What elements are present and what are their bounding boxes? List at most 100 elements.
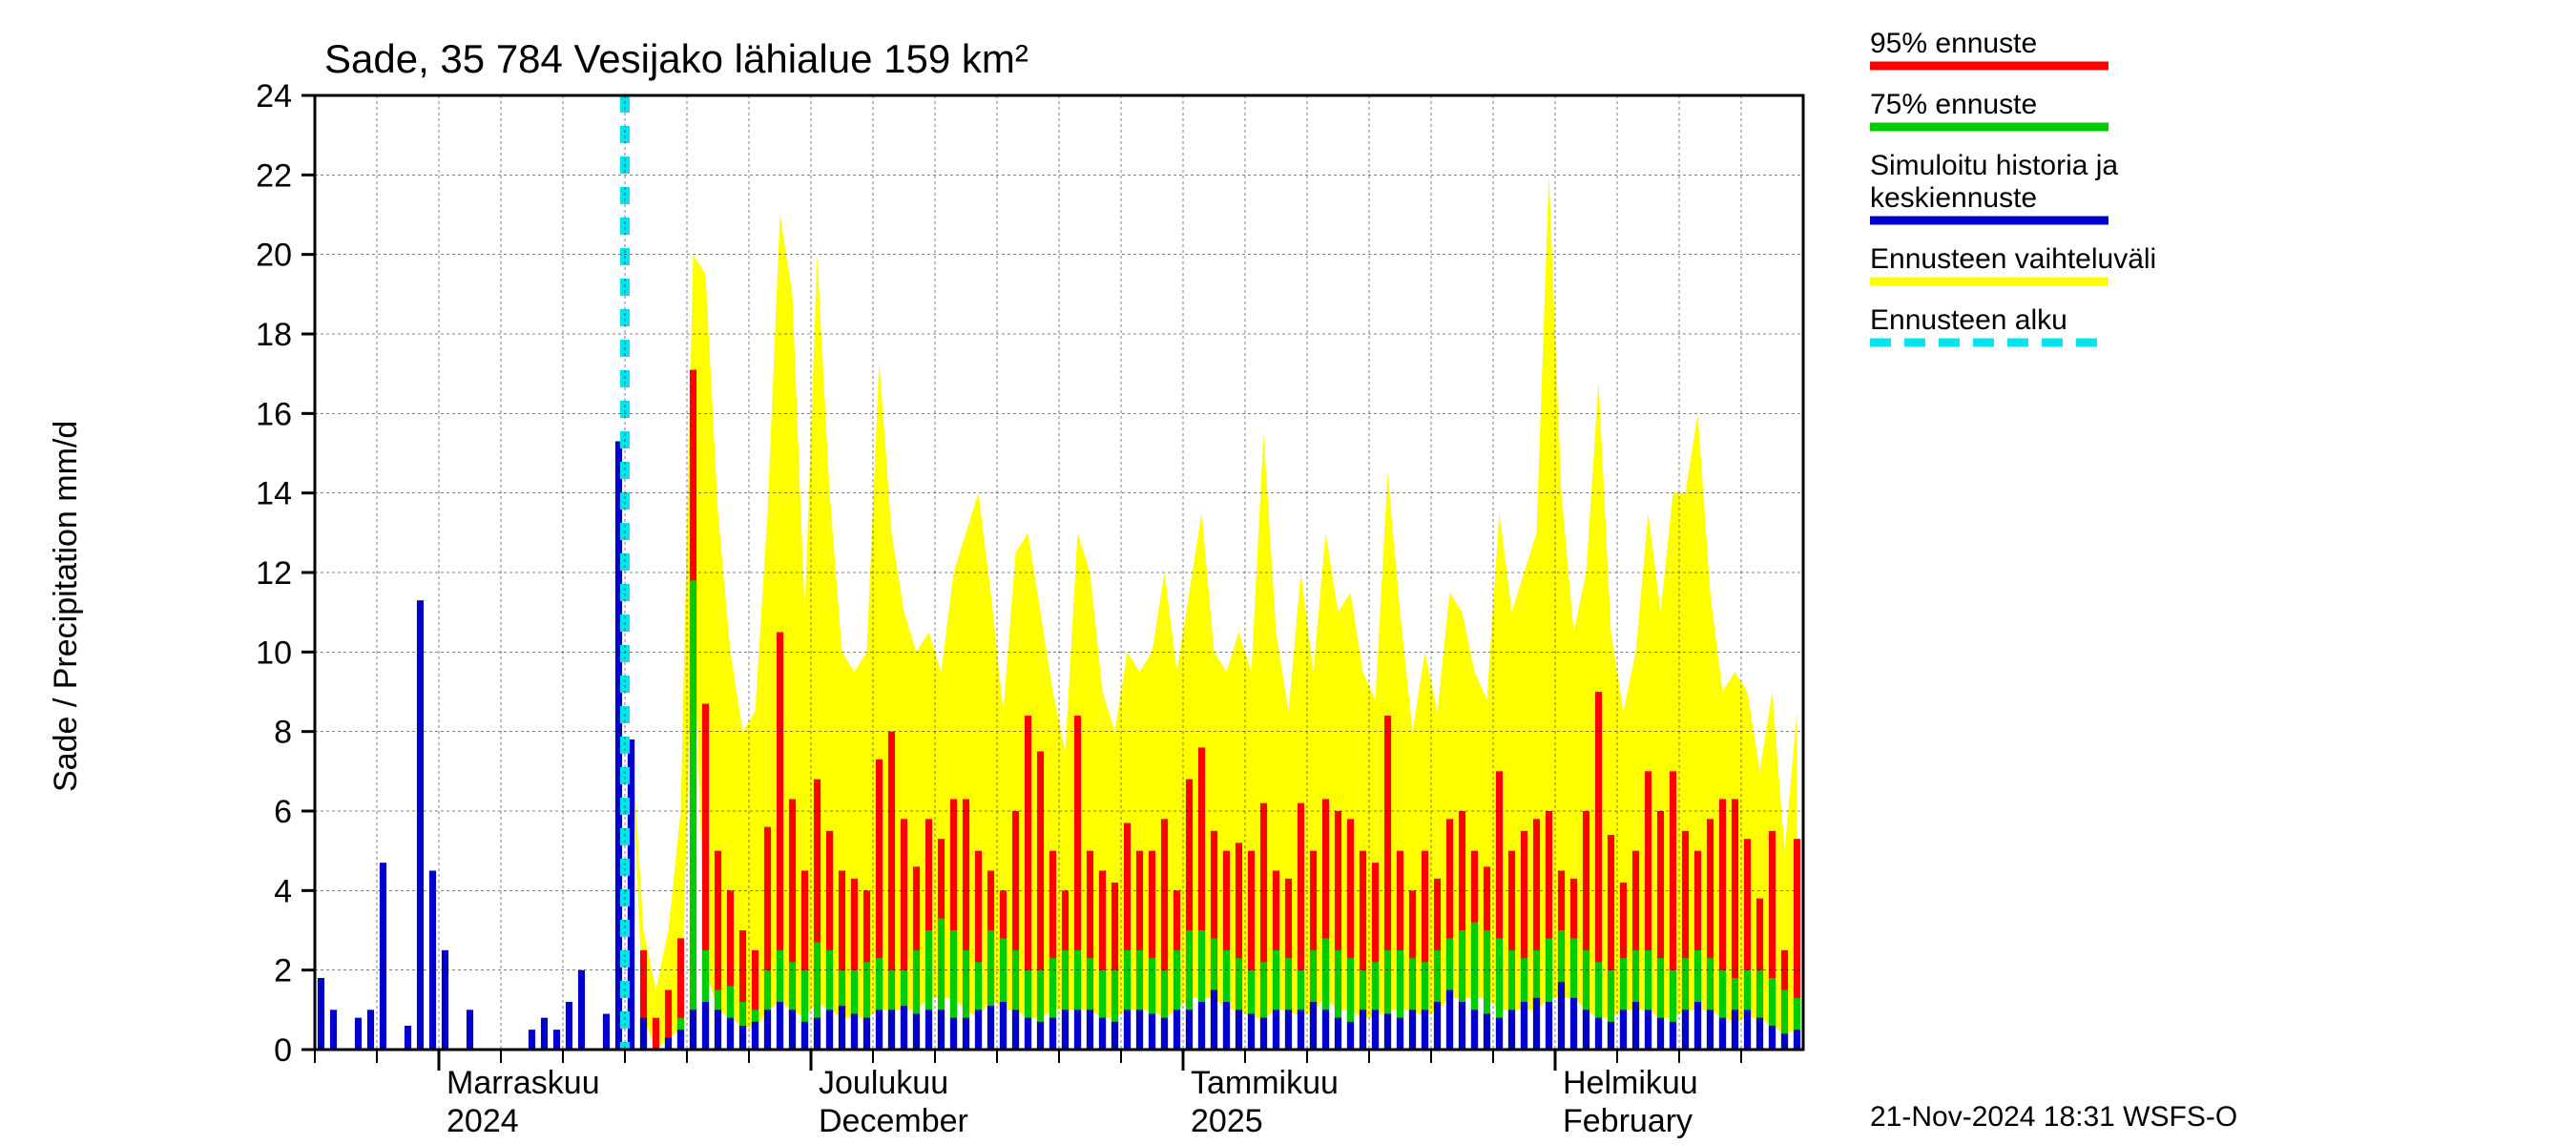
y-axis-label: Sade / Precipitation mm/d	[48, 421, 84, 792]
precipitation-forecast-chart: 024681012141618202224Marraskuu2024Jouluk…	[0, 0, 2576, 1145]
forecast-mean-bar	[901, 1006, 907, 1050]
forecast-mean-bar	[1025, 1018, 1031, 1050]
forecast-mean-bar	[1347, 1022, 1354, 1050]
forecast-mean-bar	[851, 1014, 858, 1051]
y-tick-label: 14	[256, 476, 292, 512]
history-bar	[318, 978, 324, 1050]
history-bar	[553, 1030, 560, 1050]
history-bar	[442, 950, 448, 1050]
forecast-mean-bar	[1744, 1010, 1751, 1050]
forecast-mean-bar	[1335, 1018, 1341, 1050]
forecast-mean-bar	[1645, 1010, 1652, 1050]
legend-swatch	[1870, 217, 2109, 225]
y-tick-label: 20	[256, 238, 292, 274]
y-tick-label: 0	[274, 1032, 292, 1069]
y-tick-label: 22	[256, 157, 292, 194]
legend-label: 95% ennuste	[1870, 28, 2037, 59]
forecast-95-bar	[653, 1018, 659, 1050]
forecast-mean-bar	[739, 1026, 746, 1050]
forecast-mean-bar	[1124, 1010, 1131, 1050]
forecast-mean-bar	[1533, 998, 1540, 1050]
y-tick-label: 24	[256, 78, 292, 114]
forecast-mean-bar	[1434, 1002, 1441, 1050]
forecast-mean-bar	[1632, 1002, 1639, 1050]
forecast-mean-bar	[1012, 1010, 1019, 1050]
forecast-mean-bar	[1546, 1002, 1552, 1050]
forecast-mean-bar	[1570, 998, 1577, 1050]
forecast-mean-bar	[1310, 1002, 1317, 1050]
forecast-mean-bar	[690, 1010, 696, 1050]
forecast-mean-bar	[975, 1010, 982, 1050]
forecast-mean-bar	[1174, 1010, 1180, 1050]
forecast-mean-bar	[727, 1018, 734, 1050]
forecast-mean-bar	[1756, 1018, 1763, 1050]
forecast-mean-bar	[1670, 1022, 1676, 1050]
forecast-mean-bar	[1484, 1014, 1490, 1051]
chart-footer: 21-Nov-2024 18:31 WSFS-O	[1870, 1101, 2237, 1133]
x-month-sublabel: 2024	[447, 1103, 519, 1139]
forecast-mean-bar	[1087, 1010, 1093, 1050]
x-month-label: Tammikuu	[1191, 1065, 1339, 1101]
legend-label: Ennusteen alku	[1870, 304, 2067, 336]
history-bar	[529, 1030, 535, 1050]
forecast-mean-bar	[1049, 1018, 1056, 1050]
forecast-mean-bar	[1595, 1018, 1602, 1050]
history-bar	[578, 970, 585, 1050]
forecast-mean-bar	[925, 1010, 932, 1050]
forecast-mean-bar	[1322, 1010, 1329, 1050]
forecast-mean-bar	[1521, 1002, 1527, 1050]
forecast-mean-bar	[1000, 1002, 1007, 1050]
forecast-mean-bar	[1422, 1010, 1428, 1050]
forecast-mean-bar	[839, 1006, 845, 1050]
forecast-mean-bar	[888, 1010, 895, 1050]
forecast-mean-bar	[913, 1014, 920, 1051]
forecast-mean-bar	[1620, 1010, 1627, 1050]
forecast-mean-bar	[1099, 1018, 1106, 1050]
y-tick-label: 16	[256, 396, 292, 432]
forecast-mean-bar	[826, 1010, 833, 1050]
forecast-mean-bar	[1496, 1018, 1503, 1050]
forecast-mean-bar	[1781, 1033, 1788, 1050]
forecast-mean-bar	[665, 1038, 672, 1051]
forecast-mean-bar	[640, 1018, 647, 1050]
forecast-mean-bar	[1223, 1002, 1230, 1050]
forecast-mean-bar	[801, 1022, 808, 1050]
forecast-mean-bar	[1273, 1010, 1279, 1050]
forecast-75-bar	[690, 580, 696, 1050]
forecast-mean-bar	[1198, 1002, 1205, 1050]
y-tick-label: 18	[256, 317, 292, 353]
forecast-mean-bar	[1186, 1010, 1193, 1050]
history-bar	[566, 1002, 572, 1050]
forecast-mean-bar	[1360, 1010, 1366, 1050]
forecast-mean-bar	[715, 1010, 721, 1050]
history-bar	[541, 1018, 548, 1050]
history-bar	[467, 1010, 473, 1050]
x-month-sublabel: February	[1563, 1103, 1693, 1139]
forecast-mean-bar	[1508, 1010, 1515, 1050]
forecast-mean-bar	[1608, 1022, 1614, 1050]
forecast-mean-bar	[1236, 1010, 1242, 1050]
forecast-mean-bar	[1732, 1010, 1738, 1050]
forecast-mean-bar	[1074, 1010, 1081, 1050]
forecast-mean-bar	[1397, 1018, 1403, 1050]
history-bar	[603, 1014, 610, 1051]
forecast-mean-bar	[1248, 1014, 1255, 1051]
forecast-mean-bar	[1149, 1014, 1155, 1051]
forecast-mean-bar	[1583, 1010, 1589, 1050]
forecast-mean-bar	[1037, 1022, 1044, 1050]
forecast-mean-bar	[1409, 1010, 1416, 1050]
legend-label: keskiennuste	[1870, 182, 2037, 214]
forecast-mean-bar	[987, 1006, 994, 1050]
forecast-mean-bar	[1384, 1014, 1391, 1051]
history-bar	[417, 600, 424, 1050]
history-bar	[429, 871, 436, 1051]
forecast-mean-bar	[1285, 1010, 1292, 1050]
x-month-label: Helmikuu	[1563, 1065, 1698, 1101]
forecast-mean-bar	[1657, 1018, 1664, 1050]
forecast-mean-bar	[1682, 1010, 1689, 1050]
forecast-mean-bar	[1459, 1002, 1465, 1050]
history-bar	[367, 1010, 374, 1050]
y-tick-label: 10	[256, 635, 292, 671]
forecast-mean-bar	[1794, 1030, 1800, 1050]
forecast-mean-bar	[1111, 1022, 1118, 1050]
